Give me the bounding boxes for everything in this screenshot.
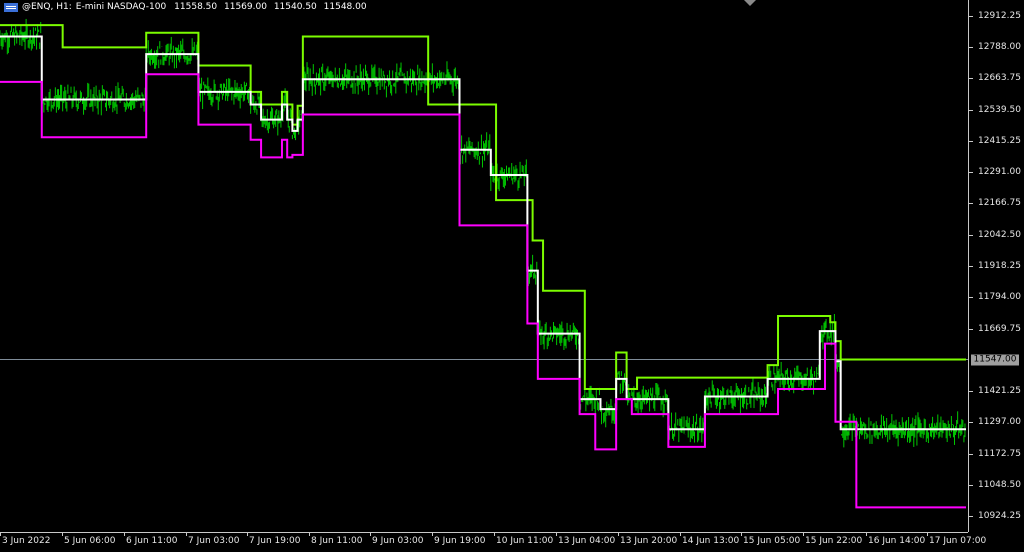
time-tick-label: 16 Jun 14:00 [868, 536, 926, 546]
price-tick-label: 12663.75 [978, 73, 1021, 84]
price-tick [969, 391, 973, 393]
time-tick [803, 533, 804, 536]
price-tick [969, 328, 973, 330]
middle-band-line [0, 35, 966, 431]
time-tick [741, 533, 742, 536]
time-tick [618, 533, 619, 536]
price-tick-label: 11297.00 [978, 417, 1021, 428]
time-tick [62, 533, 63, 536]
symbol-flag-icon [4, 2, 18, 12]
time-axis[interactable]: 3 Jun 2022 5 Jun 06:00 6 Jun 11:00 7 Jun 03… [0, 532, 986, 552]
price-tick [969, 297, 973, 299]
chart-area[interactable] [0, 0, 968, 532]
price-tick-label: 11172.75 [978, 448, 1021, 459]
time-tick [556, 533, 557, 536]
price-tick-label: 11794.00 [978, 292, 1021, 303]
price-axis[interactable]: 12912.25 12788.00 12663.75 12539.50 12415.25… [968, 0, 1024, 532]
price-tick-label: 12166.75 [978, 198, 1021, 209]
time-tick [494, 533, 495, 536]
chart-header: @ENQ, H1: E-mini NASDAQ-100 11558.50 115… [4, 2, 367, 12]
time-tick-label: 10 Jun 11:00 [496, 536, 554, 546]
price-tick-label: 11918.25 [978, 261, 1021, 272]
price-chart[interactable] [0, 0, 968, 532]
time-tick [186, 533, 187, 536]
price-tick-label: 12788.00 [978, 42, 1021, 53]
time-tick-label: 7 Jun 03:00 [188, 536, 240, 546]
time-tick-label: 6 Jun 11:00 [126, 536, 178, 546]
instrument-name: E-mini NASDAQ-100 [75, 2, 167, 12]
price-tick [969, 422, 973, 424]
open-value: 11558.50 [174, 2, 218, 12]
price-tick [969, 203, 973, 205]
price-tick [969, 78, 973, 80]
price-tick [969, 485, 973, 487]
lower-band-line [0, 73, 966, 509]
price-tick [969, 266, 973, 268]
time-tick-label: 15 Jun 22:00 [805, 536, 863, 546]
time-tick [370, 533, 371, 536]
price-tick [969, 47, 973, 49]
time-tick-label: 3 Jun 2022 [2, 536, 51, 546]
price-tick [969, 15, 973, 17]
price-tick [969, 453, 973, 455]
price-tick-label: 11048.50 [978, 480, 1021, 491]
time-tick-label: 8 Jun 11:00 [311, 536, 363, 546]
price-tick-label: 10924.25 [978, 511, 1021, 522]
low-value: 11540.50 [273, 2, 317, 12]
price-tick-label: 11669.75 [978, 323, 1021, 334]
time-tick-label: 17 Jun 07:00 [929, 536, 987, 546]
time-tick [680, 533, 681, 536]
time-tick-label: 15 Jun 05:00 [743, 536, 801, 546]
time-tick [432, 533, 433, 536]
time-tick [247, 533, 248, 536]
price-tick-label: 12042.50 [978, 229, 1021, 240]
time-tick-label: 7 Jun 19:00 [249, 536, 301, 546]
price-tick [969, 140, 973, 142]
price-tick [969, 109, 973, 111]
price-tick-label: 12539.50 [978, 104, 1021, 115]
symbol-timeframe: @ENQ, H1: [22, 2, 72, 12]
high-value: 11569.00 [224, 2, 267, 12]
time-tick [0, 533, 1, 536]
price-tick-label: 12291.00 [978, 167, 1021, 178]
upper-band-line [0, 24, 966, 390]
price-tick-label: 11421.25 [978, 386, 1021, 397]
time-tick [866, 533, 867, 536]
time-tick-label: 9 Jun 03:00 [372, 536, 424, 546]
price-tick-label: 12912.25 [978, 10, 1021, 21]
time-tick [124, 533, 125, 536]
ohlc-values: 11558.50 11569.00 11540.50 11548.00 [170, 2, 366, 12]
time-tick [309, 533, 310, 536]
price-tick [969, 234, 973, 236]
price-tick [969, 172, 973, 174]
time-tick [927, 533, 928, 536]
chart-shift-marker-icon[interactable] [744, 0, 756, 6]
time-tick-label: 9 Jun 19:00 [434, 536, 486, 546]
close-value: 11548.00 [323, 2, 367, 12]
time-tick-label: 13 Jun 20:00 [620, 536, 678, 546]
price-tick [969, 516, 973, 518]
time-tick-label: 14 Jun 13:00 [682, 536, 740, 546]
current-price-label: 11547.00 [971, 354, 1019, 366]
time-tick-label: 5 Jun 06:00 [64, 536, 116, 546]
time-tick-label: 13 Jun 04:00 [558, 536, 616, 546]
price-tick-label: 12415.25 [978, 135, 1021, 146]
